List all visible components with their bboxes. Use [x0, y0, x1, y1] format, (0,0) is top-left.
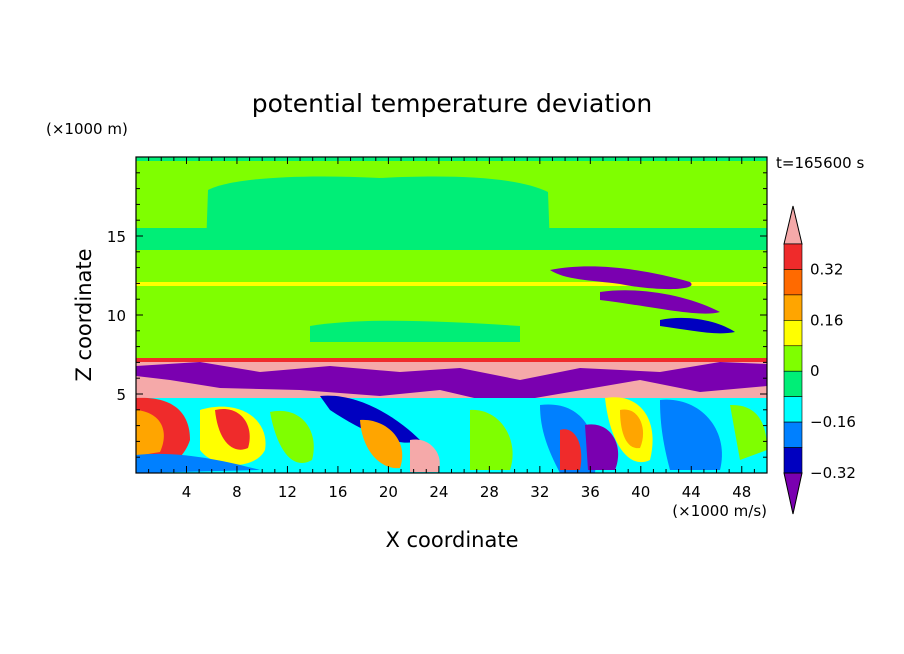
- colorbar-segment: [783, 447, 803, 474]
- x-tick-label: 48: [732, 483, 751, 501]
- chart-title: potential temperature deviation: [252, 89, 652, 118]
- x-axis-label: X coordinate: [385, 528, 518, 552]
- y-axis-ticks: 5 10 15: [107, 172, 767, 458]
- colorbar-tick-label: −0.16: [810, 413, 856, 431]
- y-unit-label: (×1000 m): [46, 120, 128, 138]
- x-tick-label: 32: [530, 483, 549, 501]
- y-tick-label: 5: [116, 386, 126, 404]
- x-tick-label: 28: [480, 483, 499, 501]
- colorbar-segment: [783, 421, 803, 448]
- x-tick-label: 44: [682, 483, 701, 501]
- x-tick-label: 36: [581, 483, 600, 501]
- x-tick-label: 20: [379, 483, 398, 501]
- colorbar-segment: [783, 370, 803, 397]
- y-axis-label: Z coordinate: [72, 248, 96, 381]
- x-axis-ticks: 4 8 12 16 20 24 28 32 36 40 44 48: [148, 157, 755, 501]
- x-tick-label: 4: [182, 483, 192, 501]
- time-label: t=165600 s: [776, 154, 864, 172]
- x-tick-label: 8: [232, 483, 242, 501]
- colorbar: 0.32 0.16 0 −0.16 −0.32: [783, 205, 856, 515]
- colorbar-tick-label: 0.16: [810, 311, 843, 329]
- colorbar-tick-label: 0.32: [810, 260, 843, 278]
- colorbar-segment: [783, 269, 803, 296]
- colorbar-segment: [783, 396, 803, 423]
- x-tick-label: 40: [631, 483, 650, 501]
- cold-layer: [136, 362, 767, 404]
- y-tick-label: 10: [107, 307, 126, 325]
- colorbar-bottom-arrow: [783, 472, 803, 515]
- contour-field: [136, 157, 767, 473]
- x-tick-label: 24: [429, 483, 448, 501]
- colorbar-segment: [783, 345, 803, 372]
- colorbar-tick-label: 0: [810, 362, 820, 380]
- colorbar-top-arrow: [783, 205, 803, 245]
- x-tick-label: 12: [278, 483, 297, 501]
- colorbar-segment: [783, 320, 803, 347]
- colorbar-segment: [783, 294, 803, 321]
- y-tick-label: 15: [107, 228, 126, 246]
- x-tick-label: 16: [328, 483, 347, 501]
- x-unit-label: (×1000 m/s): [672, 502, 767, 520]
- colorbar-tick-label: −0.32: [810, 464, 856, 482]
- colorbar-segment: [783, 243, 803, 270]
